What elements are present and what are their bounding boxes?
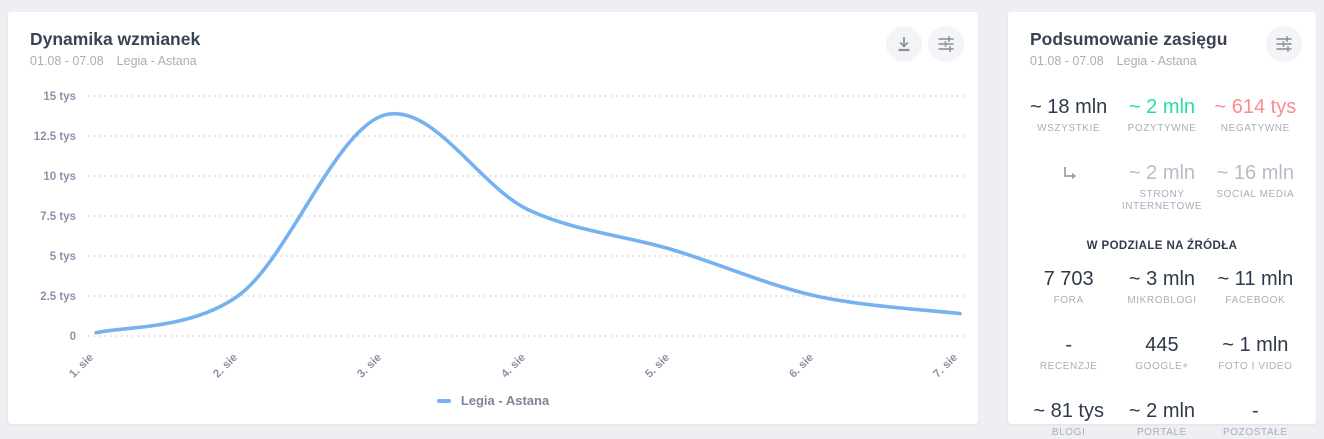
filter-label: Legia - Astana: [116, 54, 197, 68]
settings-button[interactable]: [1266, 26, 1302, 62]
panel-title: Dynamika wzmianek: [30, 29, 201, 49]
stat-cell: ~ 11 mln FACEBOOK: [1209, 268, 1302, 307]
x-axis-tick-label: 6. sie: [787, 352, 816, 381]
stat-label: PORTALE: [1137, 427, 1187, 438]
stat-label: RECENZJE: [1039, 361, 1098, 372]
panel-subtitle: 01.08 - 07.08 Legia - Astana: [30, 53, 962, 69]
sources-grid: 7 703 FORA ~ 3 mln MIKROBLOGI ~ 11 mln FACEBO…: [1008, 268, 1316, 439]
stat-cell: ~ 3 mln MIKROBLOGI: [1115, 268, 1208, 307]
panel-toolbar: [1266, 26, 1302, 62]
stat-cell: - POZOSTAŁE: [1209, 400, 1302, 439]
stat-cell: - RECENZJE: [1022, 334, 1115, 373]
stat-value: 445: [1145, 334, 1179, 356]
x-axis-tick-label: 3. sie: [355, 352, 384, 381]
y-axis-tick-label: 10 tys: [43, 171, 76, 183]
legend-series-label: Legia - Astana: [460, 393, 550, 408]
mentions-dynamics-panel: Dynamika wzmianek 01.08 - 07.08 Legia - …: [8, 12, 978, 424]
stat-label: WSZYSTKIE: [1037, 123, 1101, 134]
stat-value: ~ 81 tys: [1033, 400, 1104, 422]
x-axis-tick-label: 1. sie: [67, 352, 96, 381]
y-axis-tick-label: 0: [70, 331, 76, 343]
x-axis-tick-label: 4. sie: [499, 352, 528, 381]
stat-cell: ~ 2 mln POZYTYWNE: [1115, 96, 1208, 135]
filter-label: Legia - Astana: [1116, 54, 1197, 68]
stat-cell: ~ 81 tys BLOGI: [1022, 400, 1115, 439]
stat-value: ~ 11 mln: [1217, 268, 1294, 290]
stat-label: BLOGI: [1051, 427, 1086, 438]
stat-value: ~ 2 mln: [1128, 400, 1196, 422]
stat-value: 7 703: [1043, 268, 1094, 290]
stat-cell: ~ 2 mln PORTALE: [1115, 400, 1208, 439]
panel-subtitle: 01.08 - 07.08 Legia - Astana: [1030, 53, 1300, 69]
breakdown-stats-row: ~ 2 mln STRONY INTERNETOWE ~ 16 mln SOCIAL …: [1008, 162, 1316, 213]
panel-header: Dynamika wzmianek 01.08 - 07.08 Legia - …: [30, 28, 962, 69]
stat-cell: ~ 614 tys NEGATYWNE: [1209, 96, 1302, 135]
reach-summary-panel: Podsumowanie zasięgu 01.08 - 07.08 Legia…: [1008, 12, 1316, 438]
stat-value: ~ 2 mln: [1128, 96, 1196, 118]
y-axis-tick-label: 15 tys: [43, 91, 76, 103]
stat-value: ~ 3 mln: [1128, 268, 1196, 290]
date-range: 01.08 - 07.08: [30, 54, 104, 68]
stat-value: ~ 18 mln: [1030, 96, 1108, 118]
y-axis-tick-label: 7.5 tys: [40, 211, 76, 223]
stat-label: STRONY INTERNETOWE: [1121, 189, 1203, 212]
x-axis-tick-label: 5. sie: [643, 352, 672, 381]
stat-label: FACEBOOK: [1225, 295, 1286, 306]
breakdown-arrow-cell: [1022, 162, 1115, 213]
stat-label: POZOSTAŁE: [1222, 427, 1288, 438]
sliders-icon: [1276, 36, 1292, 52]
download-button[interactable]: [886, 26, 922, 62]
settings-button[interactable]: [928, 26, 964, 62]
x-axis-tick-label: 2. sie: [211, 352, 240, 381]
stat-cell: ~ 16 mln SOCIAL MEDIA: [1209, 162, 1302, 213]
sources-section-header: W PODZIALE NA ŹRÓDŁA: [1086, 240, 1238, 252]
stat-value: ~ 614 tys: [1214, 96, 1297, 118]
panel-title: Podsumowanie zasięgu: [1030, 29, 1228, 49]
legend-color-dash: [436, 398, 451, 403]
arrow-down-right-icon: [1063, 167, 1076, 180]
summary-stats-row: ~ 18 mln WSZYSTKIE ~ 2 mln POZYTYWNE ~ 614 t…: [1008, 96, 1316, 135]
stat-value: ~ 16 mln: [1216, 162, 1294, 184]
chart-legend[interactable]: Legia - Astana: [8, 393, 978, 408]
panel-header: Podsumowanie zasięgu 01.08 - 07.08 Legia…: [1030, 28, 1300, 69]
date-range: 01.08 - 07.08: [1030, 54, 1104, 68]
stat-cell: ~ 2 mln STRONY INTERNETOWE: [1115, 162, 1208, 213]
stat-cell: ~ 1 mln FOTO I VIDEO: [1209, 334, 1302, 373]
stat-label: FORA: [1053, 295, 1084, 306]
stat-label: SOCIAL MEDIA: [1216, 189, 1295, 200]
stat-label: GOOGLE+: [1135, 361, 1189, 372]
stat-cell: ~ 18 mln WSZYSTKIE: [1022, 96, 1115, 135]
stat-label: MIKROBLOGI: [1127, 295, 1197, 306]
stat-value: -: [1251, 400, 1259, 422]
download-icon: [898, 37, 910, 52]
stat-cell: 7 703 FORA: [1022, 268, 1115, 307]
stat-value: ~ 1 mln: [1222, 334, 1289, 356]
x-axis-tick-label: 7. sie: [931, 352, 960, 381]
stat-label: NEGATYWNE: [1220, 123, 1290, 134]
y-axis-tick-label: 5 tys: [50, 251, 76, 263]
sliders-icon: [938, 36, 954, 52]
stat-label: POZYTYWNE: [1127, 123, 1197, 134]
y-axis-tick-label: 2.5 tys: [40, 291, 76, 303]
mentions-line-chart[interactable]: 0 2.5 tys 5 tys 7.5 tys 10 tys 12.5 tys 15 tys…: [8, 84, 978, 384]
stat-cell: 445 GOOGLE+: [1115, 334, 1208, 373]
stat-value: ~ 2 mln: [1128, 162, 1196, 184]
stat-value: -: [1065, 334, 1072, 356]
panel-toolbar: [886, 26, 964, 62]
y-axis-tick-label: 12.5 tys: [34, 131, 76, 143]
series-line[interactable]: [94, 111, 962, 335]
stat-label: FOTO I VIDEO: [1218, 361, 1293, 372]
